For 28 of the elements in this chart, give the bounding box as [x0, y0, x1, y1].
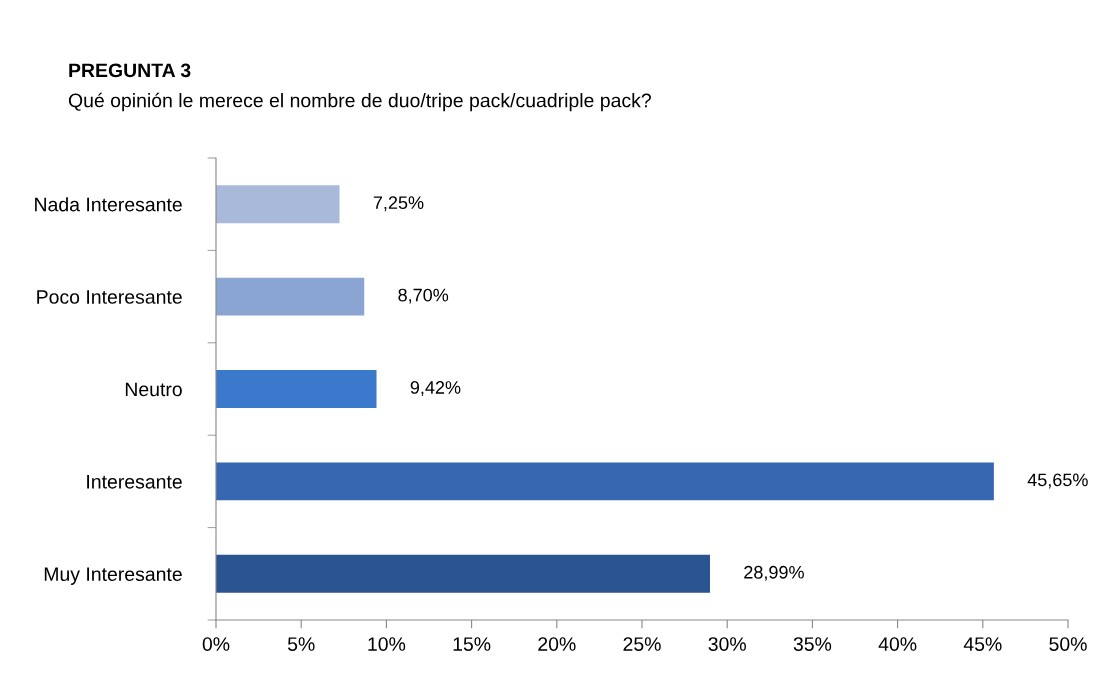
y-tick-label: Muy Interesante: [44, 567, 182, 585]
data-label: 8,70%: [398, 288, 449, 304]
y-tick-label: Poco Interesante: [37, 290, 182, 304]
data-label: 7,25%: [373, 196, 424, 212]
data-label: 28,99%: [744, 565, 804, 581]
x-tick-label: 35%: [793, 637, 832, 651]
y-tick-label: Neutro: [125, 382, 182, 397]
data-label: 9,42%: [410, 381, 461, 396]
bar: [216, 185, 340, 224]
data-label: 45,65%: [1027, 473, 1088, 489]
bar: [216, 370, 377, 408]
chart-title: PREGUNTA 3: [69, 63, 191, 78]
x-tick-label: 20%: [538, 637, 576, 651]
y-tick-label: Nada Interesante: [35, 197, 182, 212]
y-tick-label: Interesante: [87, 475, 182, 489]
x-tick-label: 5%: [287, 637, 315, 651]
x-tick-label: 0%: [202, 637, 230, 651]
x-tick-label: 30%: [708, 637, 746, 651]
x-tick-label: 45%: [963, 637, 1002, 651]
chart-subtitle: Qué opinión le merece el nombre de duo/tripe pack/cuadriple pack?: [68, 92, 651, 112]
x-tick-label: 15%: [453, 637, 491, 651]
bar: [216, 462, 994, 501]
x-tick-label: 25%: [623, 637, 661, 651]
bar: [216, 554, 710, 593]
bar: [216, 277, 365, 316]
x-tick-label: 10%: [368, 637, 406, 651]
x-tick-label: 40%: [878, 637, 917, 651]
x-tick-label: 50%: [1049, 637, 1087, 651]
